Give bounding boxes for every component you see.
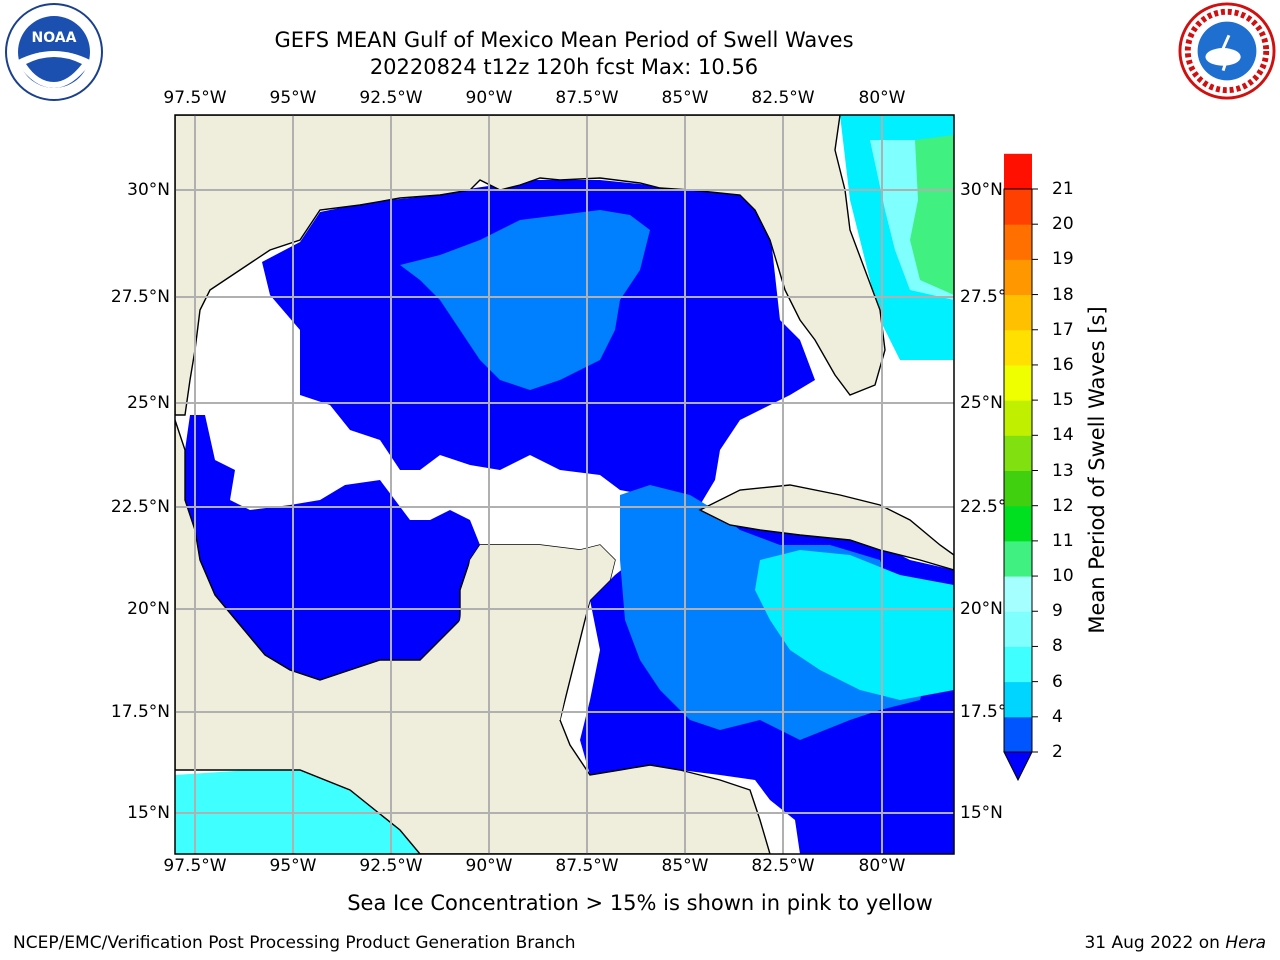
lat-label-left: 30°N: [127, 180, 170, 200]
credit-branch: NCEP/EMC/Verification Post Processing Pr…: [13, 933, 576, 953]
colorbar-tick-label: 11: [1052, 530, 1074, 551]
colorbar-swatch: [1004, 329, 1032, 366]
colorbar-tick-label: 21: [1052, 179, 1074, 199]
lon-label-top: 97.5°W: [163, 88, 227, 108]
lon-label-top: 87.5°W: [555, 88, 619, 108]
lat-label-left: 17.5°N: [110, 702, 170, 722]
colorbar-tick-label: 2: [1052, 742, 1063, 762]
colorbar-tick-label: 12: [1052, 495, 1074, 516]
lon-label-bottom: 87.5°W: [555, 856, 619, 876]
swell-field-cyan-south: [755, 550, 954, 700]
colorbar-swatch: [1004, 364, 1032, 401]
colorbar-swatch: [1004, 470, 1032, 507]
lon-label-bottom: 85°W: [661, 856, 709, 876]
colorbar-tick-label: 17: [1052, 319, 1074, 340]
colorbar-swatch: [1004, 505, 1032, 542]
gridlines: [175, 115, 954, 854]
lat-label-left: 20°N: [127, 599, 170, 619]
colorbar-swatch: [1004, 224, 1032, 260]
colorbar-tick-label: 16: [1052, 354, 1074, 375]
colorbar-swatch: [1004, 611, 1032, 647]
credit-host: Hera: [1225, 933, 1266, 953]
colorbar-tick-label: 13: [1052, 460, 1074, 481]
colorbar-label: Mean Period of Swell Waves [s]: [1085, 306, 1109, 634]
nws-logo: [1178, 2, 1276, 100]
lat-label-left: 22.5°N: [110, 497, 170, 517]
lon-label-bottom: 82.5°W: [751, 856, 815, 876]
lat-label-right: 20°N: [960, 599, 1003, 619]
colorbar-swatch: [1004, 400, 1032, 436]
colorbar-tick-label: 4: [1052, 706, 1063, 727]
colorbar-tick-label: 18: [1052, 284, 1074, 305]
credit-date-text: 31 Aug 2022 on: [1084, 933, 1226, 953]
lon-label-top: 90°W: [465, 88, 513, 108]
colorbar-swatch: [1004, 435, 1032, 471]
lon-label-bottom: 90°W: [465, 856, 513, 876]
colorbar-tick-label: 20: [1052, 214, 1074, 235]
colorbar-swatch: [1004, 681, 1032, 718]
lat-label-right: 25°N: [960, 393, 1003, 413]
lat-label-right: 30°N: [960, 180, 1003, 200]
colorbar-swatch: [1004, 716, 1032, 753]
colorbar-tick-label: 9: [1052, 601, 1063, 622]
lon-label-top: 92.5°W: [359, 88, 423, 108]
swell-field-low-west: [185, 415, 480, 680]
map-frame: [174, 114, 955, 855]
lat-label-left: 27.5°N: [110, 287, 170, 307]
colorbar-swatch: [1004, 294, 1032, 331]
lon-label-top: 82.5°W: [751, 88, 815, 108]
colorbar-underflow-triangle: [1003, 751, 1033, 782]
colorbar-tick-label: 8: [1052, 636, 1063, 657]
lon-label-bottom: 80°W: [858, 856, 906, 876]
lat-label-left: 25°N: [127, 393, 170, 413]
colorbar-swatch: [1004, 646, 1032, 683]
lat-label-right: 15°N: [960, 803, 1003, 823]
colorbar-swatch: [1004, 259, 1032, 296]
colorbar-tick-label: 15: [1052, 390, 1074, 411]
lon-label-top: 85°W: [661, 88, 709, 108]
swell-field-green-atlantic: [910, 135, 954, 295]
title-line-1: GEFS MEAN Gulf of Mexico Mean Period of …: [274, 28, 854, 52]
colorbar-swatch: [1004, 153, 1032, 190]
noaa-logo: NOAA: [5, 3, 103, 101]
svg-text:NOAA: NOAA: [32, 30, 77, 46]
colorbar-tick-label: 19: [1052, 249, 1074, 270]
lon-label-bottom: 92.5°W: [359, 856, 423, 876]
title-line-2: 20220824 t12z 120h fcst Max: 10.56: [369, 55, 759, 79]
colorbar-tick-label: 10: [1052, 566, 1074, 587]
colorbar-tick-label: 14: [1052, 425, 1074, 446]
lon-label-top: 95°W: [269, 88, 317, 108]
lon-label-top: 80°W: [858, 88, 906, 108]
sea-ice-footnote: Sea Ice Concentration > 15% is shown in …: [347, 891, 933, 915]
colorbar-swatch: [1004, 576, 1032, 612]
lon-label-bottom: 95°W: [269, 856, 317, 876]
colorbar-swatch: [1004, 540, 1032, 577]
lat-label-left: 15°N: [127, 803, 170, 823]
credit-date: 31 Aug 2022 on Hera: [1084, 933, 1266, 953]
colorbar-swatch: [1004, 189, 1032, 225]
colorbar-tick-label: 6: [1052, 671, 1063, 692]
lon-label-bottom: 97.5°W: [163, 856, 227, 876]
